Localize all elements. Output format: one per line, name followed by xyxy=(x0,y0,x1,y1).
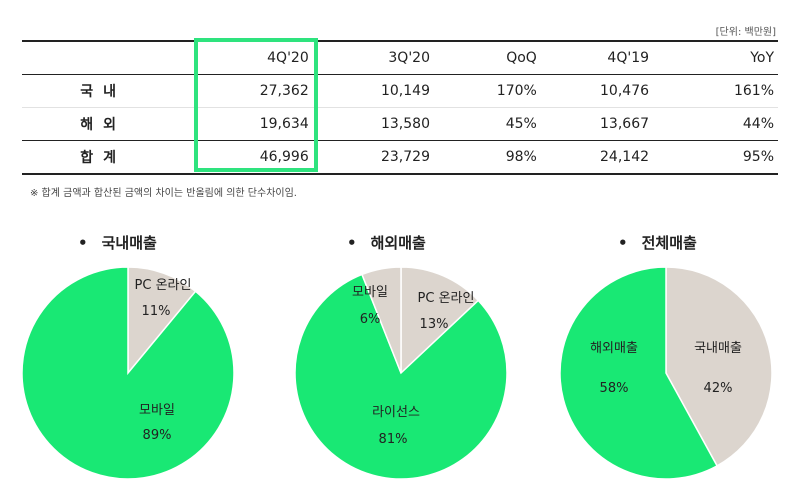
pie-slice xyxy=(665,266,773,467)
table-cell: 98% xyxy=(433,140,541,175)
pie-slice xyxy=(559,266,719,480)
slice-percent: 11% xyxy=(142,304,171,319)
bullet-icon: • xyxy=(78,234,88,252)
pie-slice xyxy=(127,266,197,376)
pie-slice xyxy=(361,266,402,374)
slice-label: PC 온라인 xyxy=(135,278,192,293)
table-row-total: 합계 46,996 23,729 98% 24,142 95% xyxy=(22,140,778,175)
revenue-table: 4Q'20 3Q'20 QoQ 4Q'19 YoY 국내 27,362 10,1… xyxy=(22,40,778,175)
table-header: 3Q'20 xyxy=(312,40,434,75)
table-header-row: 4Q'20 3Q'20 QoQ 4Q'19 YoY xyxy=(22,40,778,75)
pie-title-text: 해외매출 xyxy=(370,234,426,252)
pie-title-text: 국내매출 xyxy=(101,234,157,252)
row-label: 해외 xyxy=(22,107,185,141)
slice-label: 해외매출 xyxy=(590,341,638,356)
table-header: 4Q'19 xyxy=(540,40,654,75)
table-cell: 170% xyxy=(433,74,541,108)
pie-title-overseas: • 해외매출 xyxy=(347,232,426,253)
pie-slice xyxy=(294,273,508,480)
slice-label: PC 온라인 xyxy=(418,291,475,306)
slice-label: 모바일 xyxy=(352,285,388,300)
footnote: ※ 합계 금액과 합산된 금액의 차이는 반올림에 의한 단수차이임. xyxy=(30,188,297,199)
row-label: 합계 xyxy=(22,140,185,175)
table-cell: 95% xyxy=(653,140,778,175)
highlight-box xyxy=(194,38,318,172)
table-cell: 13,667 xyxy=(540,107,654,141)
table-header-blank xyxy=(22,40,185,75)
slice-percent: 58% xyxy=(600,381,629,396)
slice-label: 국내매출 xyxy=(694,341,742,356)
table-cell: 45% xyxy=(433,107,541,141)
pie-title-domestic: • 국내매출 xyxy=(78,232,157,253)
table-cell: 19,634 xyxy=(184,107,313,141)
pie-title-total: • 전체매출 xyxy=(618,232,697,253)
bullet-icon: • xyxy=(618,234,628,252)
slice-percent: 42% xyxy=(704,381,733,396)
slice-percent: 81% xyxy=(379,432,408,447)
table-cell: 44% xyxy=(653,107,778,141)
bullet-icon: • xyxy=(347,234,357,252)
table-cell: 27,362 xyxy=(184,74,313,108)
table-row: 국내 27,362 10,149 170% 10,476 161% xyxy=(22,74,778,108)
pie-slice xyxy=(21,266,235,480)
table-row: 해외 19,634 13,580 45% 13,667 44% xyxy=(22,107,778,141)
table-cell: 24,142 xyxy=(540,140,654,175)
unit-note: [단위: 백만원] xyxy=(715,27,776,38)
slice-label: 모바일 xyxy=(139,403,175,418)
table-cell: 23,729 xyxy=(312,140,434,175)
table-header: QoQ xyxy=(433,40,541,75)
pie-title-text: 전체매출 xyxy=(641,234,697,252)
table-cell: 10,476 xyxy=(540,74,654,108)
table-header: YoY xyxy=(653,40,778,75)
table-cell: 13,580 xyxy=(312,107,434,141)
slice-percent: 13% xyxy=(420,317,449,332)
pie-slice xyxy=(400,266,480,375)
slice-label: 라이선스 xyxy=(372,405,420,420)
table-cell: 10,149 xyxy=(312,74,434,108)
table-cell: 161% xyxy=(653,74,778,108)
slice-percent: 89% xyxy=(143,428,172,443)
slice-percent: 6% xyxy=(360,312,381,327)
row-label: 국내 xyxy=(22,74,185,108)
